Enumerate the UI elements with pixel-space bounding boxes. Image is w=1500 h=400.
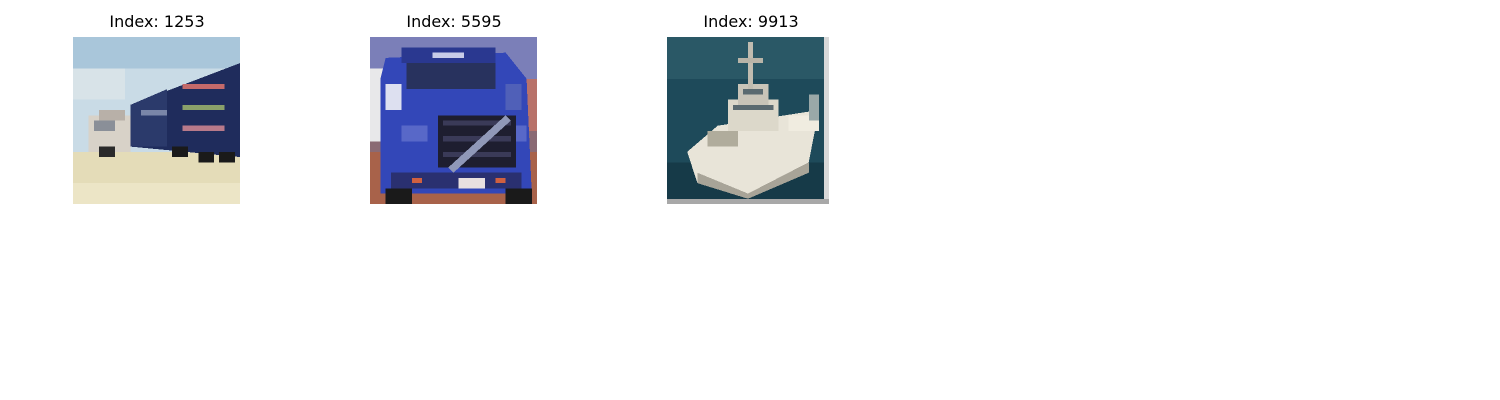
panel-title: Index: 9913 [703,12,799,31]
panel-title: Index: 1253 [109,12,205,31]
truck-image [73,37,240,204]
ship-image [667,37,829,204]
panel-title: Index: 5595 [406,12,502,31]
truck-image [370,37,537,204]
